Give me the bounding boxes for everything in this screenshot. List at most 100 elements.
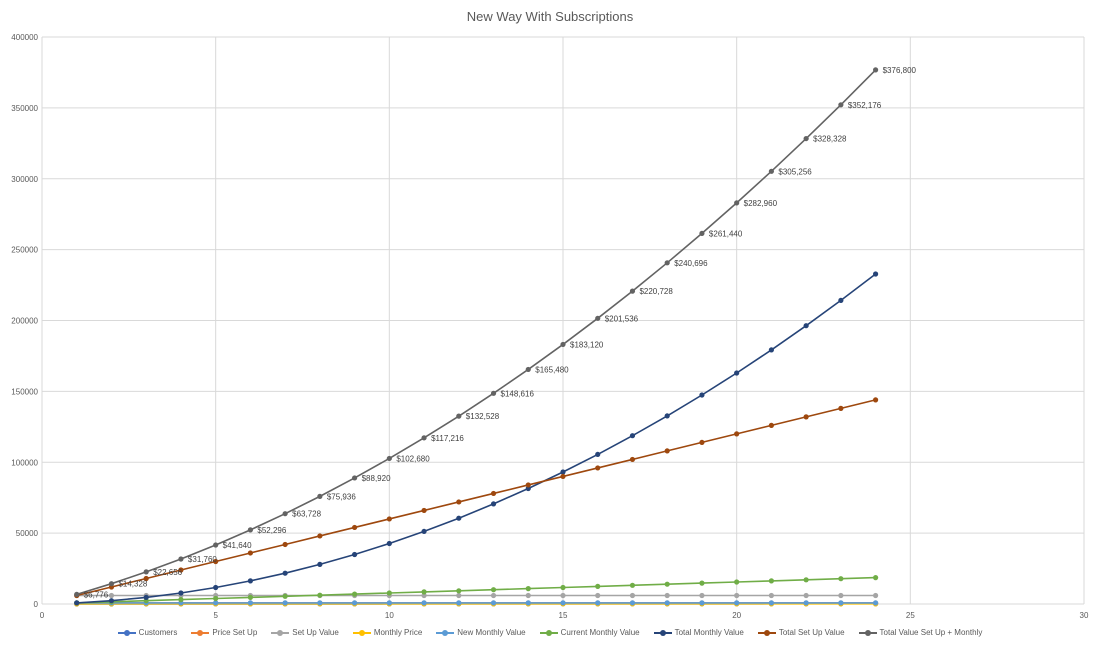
- data-point: [699, 600, 705, 606]
- data-point: [838, 600, 844, 606]
- data-point: [699, 592, 705, 599]
- data-label: $282,960: [744, 199, 778, 208]
- legend-swatch: [117, 629, 136, 637]
- legend-swatch: [436, 629, 455, 637]
- data-point: [525, 485, 531, 492]
- data-point: [595, 465, 601, 471]
- data-point: [664, 448, 670, 454]
- chart-title: New Way With Subscriptions: [466, 9, 634, 24]
- data-label: $75,936: [327, 492, 356, 501]
- data-point: [838, 576, 844, 582]
- data-label: $88,920: [362, 474, 391, 483]
- data-label: $102,680: [396, 454, 430, 463]
- data-point: [247, 578, 253, 584]
- data-point: [386, 540, 392, 547]
- series-line: [76, 69, 877, 596]
- data-point: [873, 397, 879, 403]
- data-point: [421, 600, 427, 606]
- legend-item: Total Monthly Value: [653, 628, 744, 637]
- data-point: [213, 558, 219, 565]
- data-point: [734, 592, 740, 599]
- data-point: [421, 528, 427, 535]
- legend-swatch: [858, 629, 877, 637]
- series-line: [76, 273, 877, 604]
- data-point: [108, 581, 115, 587]
- data-point: [803, 135, 809, 142]
- data-label: $352,176: [848, 101, 882, 110]
- legend-label: Current Monthly Value: [560, 628, 640, 637]
- data-point: [595, 592, 601, 599]
- data-point: [768, 578, 775, 584]
- data-point: [456, 499, 462, 505]
- data-point: [560, 341, 566, 348]
- legend-item: Set Up Value: [271, 628, 339, 637]
- data-point: [386, 600, 392, 606]
- data-point: [213, 542, 219, 548]
- data-point: [560, 600, 566, 606]
- y-tick-label: 50000: [16, 529, 39, 538]
- data-point: [525, 592, 531, 599]
- data-label: $41,640: [223, 541, 252, 550]
- data-label: $6,776: [84, 590, 109, 599]
- data-label: $261,440: [709, 229, 743, 238]
- legend-label: New Monthly Value: [457, 628, 526, 637]
- data-label: $376,800: [883, 66, 917, 75]
- x-tick-label: 25: [906, 611, 915, 620]
- data-label: $132,528: [466, 412, 500, 421]
- data-point: [560, 592, 566, 599]
- series-line: [76, 399, 876, 597]
- y-tick-label: 150000: [11, 387, 38, 396]
- data-point: [143, 569, 149, 575]
- data-point: [282, 600, 288, 606]
- data-point: [664, 600, 670, 606]
- data-point: [421, 435, 427, 441]
- legend-item: New Monthly Value: [436, 628, 526, 637]
- data-point: [664, 413, 670, 419]
- legend-item: Monthly Price: [352, 628, 423, 637]
- data-point: [213, 600, 219, 606]
- y-tick-label: 300000: [11, 175, 38, 184]
- data-point: [734, 370, 740, 376]
- data-point: [734, 200, 740, 206]
- y-tick-label: 250000: [11, 246, 38, 255]
- x-tick-label: 30: [1080, 611, 1089, 620]
- data-point: [490, 587, 497, 593]
- legend-label: Set Up Value: [292, 628, 339, 637]
- data-label: $22,656: [153, 568, 182, 577]
- data-point: [213, 595, 219, 602]
- data-point: [629, 600, 636, 606]
- data-label: $183,120: [570, 340, 604, 349]
- data-point: [768, 168, 775, 174]
- data-label: $240,696: [674, 259, 708, 268]
- data-point: [108, 598, 115, 604]
- data-point: [386, 455, 392, 462]
- data-point: [768, 347, 775, 353]
- data-point: [734, 579, 740, 585]
- data-label: $31,760: [188, 555, 217, 564]
- y-tick-label: 200000: [11, 317, 38, 326]
- legend-label: Monthly Price: [373, 628, 423, 637]
- data-label: $220,728: [639, 287, 673, 296]
- x-tick-label: 0: [40, 611, 45, 620]
- data-point: [352, 475, 358, 481]
- data-point: [317, 493, 323, 499]
- data-point: [838, 297, 844, 304]
- data-point: [74, 591, 80, 597]
- data-label: $328,328: [813, 135, 847, 144]
- data-point: [352, 524, 358, 531]
- data-label: $148,616: [501, 389, 535, 398]
- legend-swatch: [757, 629, 776, 637]
- data-point: [768, 592, 775, 599]
- data-label: $63,728: [292, 510, 321, 519]
- data-point: [873, 271, 879, 277]
- data-point: [282, 541, 288, 548]
- data-point: [317, 561, 323, 568]
- data-point: [490, 600, 497, 606]
- legend-item: Total Set Up Value: [757, 628, 845, 637]
- legend-label: Customers: [138, 628, 178, 637]
- data-point: [629, 433, 636, 439]
- data-point: [386, 516, 392, 522]
- data-label: $165,480: [535, 365, 569, 374]
